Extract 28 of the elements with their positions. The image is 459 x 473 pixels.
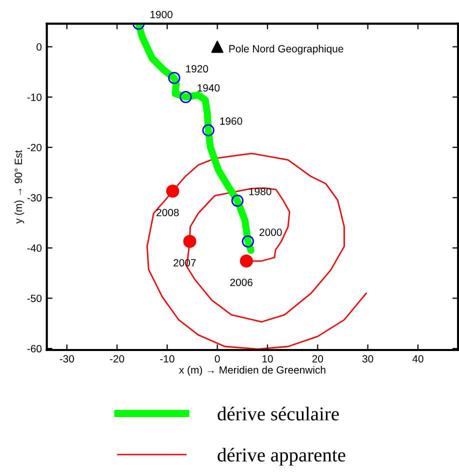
y-tick-label: -30	[27, 194, 42, 202]
y-axis-title: y (m) → 90° Est	[14, 150, 24, 224]
x-tick-label: 30	[362, 355, 374, 363]
annotation: 1920	[186, 65, 208, 73]
annotation: 2006	[230, 278, 252, 286]
x-tick-label: -30	[60, 355, 74, 363]
annotation: 1960	[220, 117, 242, 125]
x-tick-label: 10	[262, 355, 273, 363]
annotation: 1900	[150, 10, 172, 18]
x-tick-label: -10	[160, 355, 174, 363]
y-tick-label: -20	[27, 144, 42, 152]
legend-label: dérive apparente	[218, 448, 346, 466]
annotation: 1940	[198, 84, 220, 92]
annotation: Pole Nord Geographique	[229, 44, 344, 54]
annotation: 2008	[156, 208, 179, 216]
x-axis-title: x (m) → Meridien de Greenwich	[179, 366, 326, 376]
y-tick-label: 0	[36, 43, 42, 51]
annotation: 1980	[249, 188, 272, 196]
legend-label: dérive séculaire	[218, 406, 339, 420]
y-tick-label: -50	[27, 294, 42, 302]
y-tick-label: -40	[27, 244, 42, 252]
x-tick-label: 0	[214, 355, 220, 363]
y-tick-label: -10	[27, 94, 42, 101]
x-tick-label: 40	[412, 355, 424, 363]
annotation: 2000	[260, 228, 282, 236]
y-tick-label: -60	[27, 345, 42, 352]
x-tick-label: 20	[312, 355, 324, 363]
x-tick-label: -20	[110, 355, 124, 363]
